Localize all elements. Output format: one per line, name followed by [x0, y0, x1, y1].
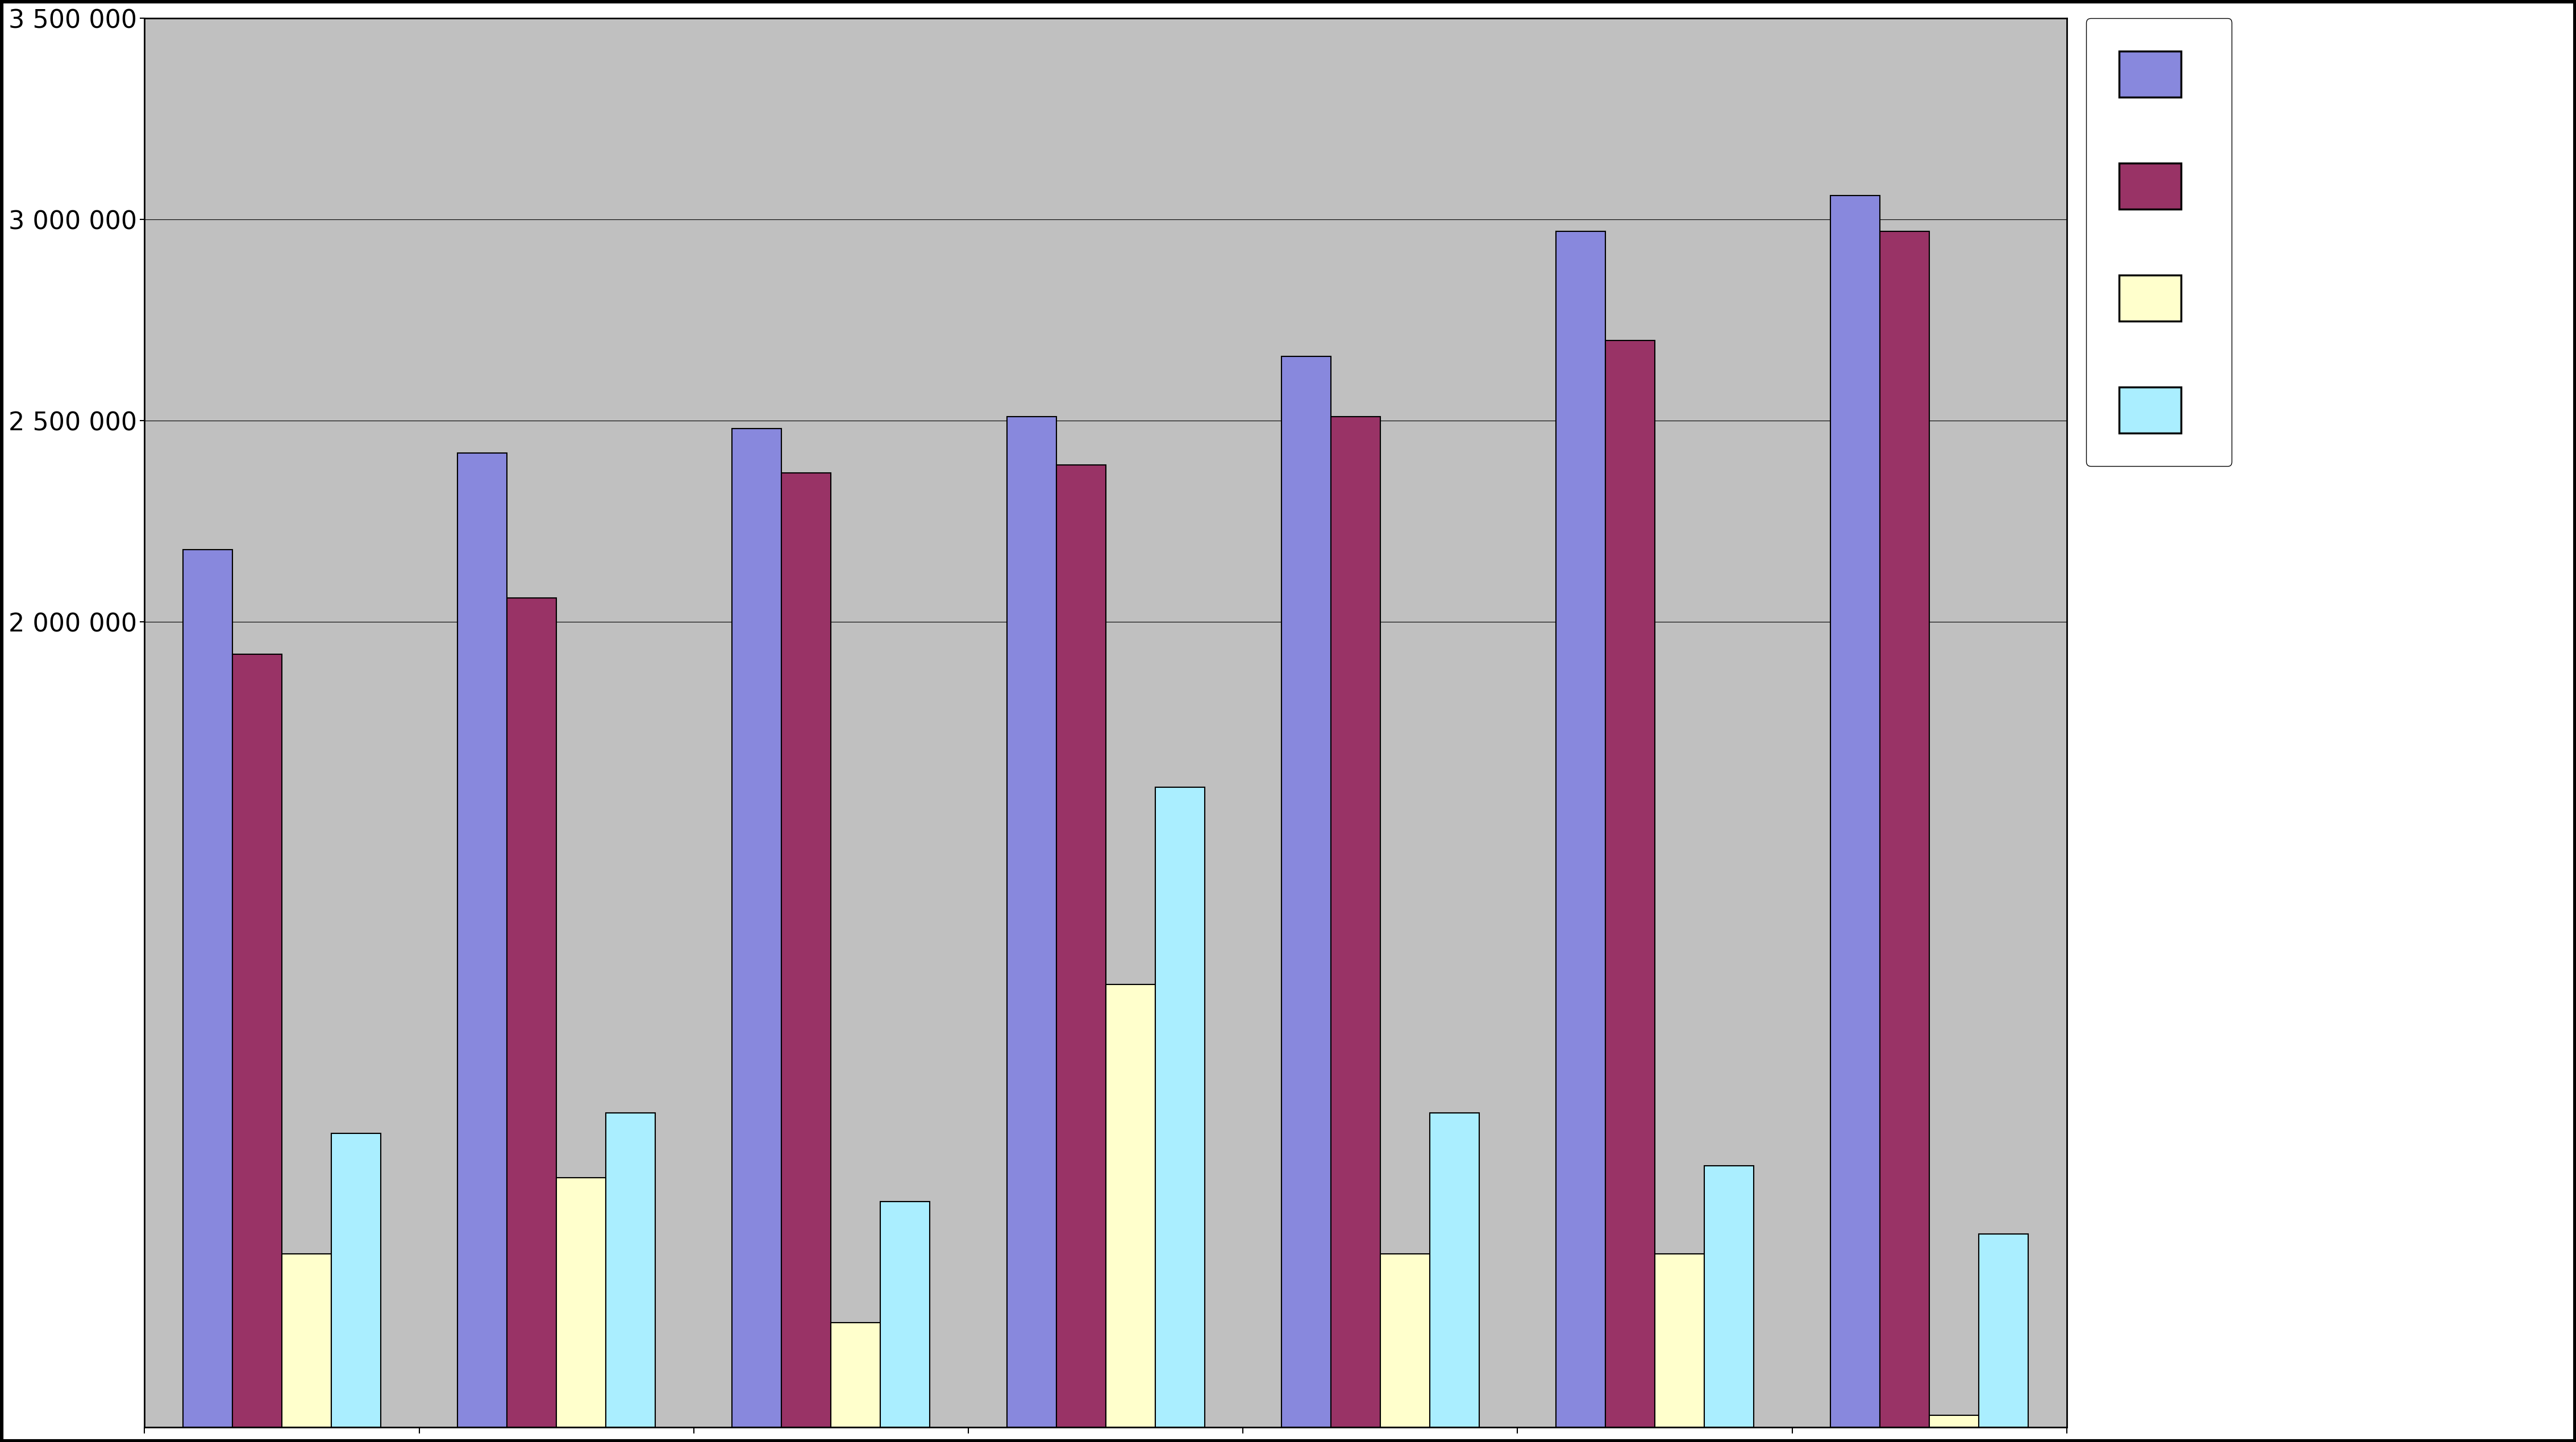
- Bar: [605, 1113, 654, 1428]
- Bar: [1430, 1113, 1479, 1428]
- Bar: [1556, 232, 1605, 1428]
- Bar: [1929, 1415, 1978, 1428]
- Bar: [459, 453, 507, 1428]
- Bar: [556, 1178, 605, 1428]
- Bar: [1154, 787, 1206, 1428]
- Bar: [881, 1201, 930, 1428]
- Bar: [1280, 356, 1332, 1428]
- Bar: [1007, 417, 1056, 1428]
- Bar: [732, 428, 781, 1428]
- Bar: [1978, 1234, 2027, 1428]
- Bar: [1705, 1165, 1754, 1428]
- Bar: [507, 598, 556, 1428]
- Bar: [232, 655, 281, 1428]
- Bar: [183, 549, 232, 1428]
- Bar: [1332, 417, 1381, 1428]
- Bar: [1605, 340, 1654, 1428]
- Bar: [1381, 1255, 1430, 1428]
- Legend: , , , : , , ,: [2087, 19, 2231, 466]
- Bar: [332, 1133, 381, 1428]
- Bar: [1105, 985, 1154, 1428]
- Bar: [832, 1322, 881, 1428]
- Bar: [1832, 195, 1880, 1428]
- Bar: [1880, 232, 1929, 1428]
- Bar: [781, 473, 832, 1428]
- Bar: [281, 1255, 332, 1428]
- Bar: [1056, 464, 1105, 1428]
- Bar: [1654, 1255, 1705, 1428]
